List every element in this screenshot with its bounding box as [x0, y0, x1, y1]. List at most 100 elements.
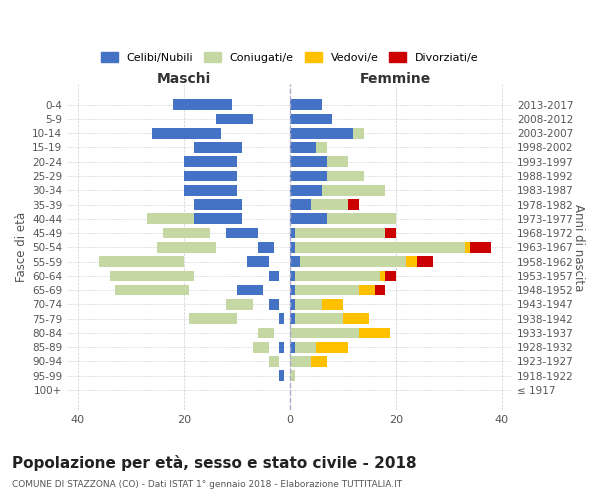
Bar	[184, 185, 211, 196]
Bar	[184, 185, 237, 196]
Bar	[353, 128, 364, 138]
Bar	[279, 370, 284, 381]
Bar	[269, 356, 279, 367]
Bar	[211, 199, 226, 210]
Bar	[179, 285, 184, 296]
Bar	[295, 270, 380, 281]
Bar	[189, 314, 237, 324]
Bar	[290, 256, 301, 267]
Bar	[380, 270, 385, 281]
Bar	[295, 342, 316, 352]
Bar	[295, 242, 464, 252]
Bar	[194, 199, 242, 210]
Bar	[464, 242, 470, 252]
Bar	[301, 256, 406, 267]
Bar	[290, 199, 311, 210]
Bar	[311, 356, 327, 367]
Bar	[290, 100, 322, 110]
Bar	[348, 199, 359, 210]
Bar	[258, 328, 274, 338]
Bar	[290, 328, 359, 338]
Bar	[258, 342, 263, 352]
Bar	[163, 256, 173, 267]
Bar	[290, 285, 295, 296]
Bar	[226, 299, 253, 310]
Bar	[194, 142, 242, 153]
Bar	[290, 242, 295, 252]
Bar	[184, 214, 189, 224]
Bar	[417, 256, 433, 267]
Bar	[253, 342, 269, 352]
Bar	[290, 156, 327, 167]
Bar	[184, 170, 237, 181]
Bar	[295, 228, 385, 238]
Bar	[295, 299, 322, 310]
Bar	[110, 270, 194, 281]
Bar	[184, 156, 237, 167]
Y-axis label: Fasce di età: Fasce di età	[15, 212, 28, 282]
Bar	[290, 185, 322, 196]
Bar	[194, 242, 205, 252]
Bar	[290, 114, 332, 124]
Bar	[290, 370, 295, 381]
Bar	[226, 228, 258, 238]
Bar	[269, 299, 279, 310]
Bar	[406, 256, 417, 267]
Bar	[322, 185, 385, 196]
Bar	[115, 285, 189, 296]
Bar	[327, 214, 396, 224]
Text: Femmine: Femmine	[360, 72, 431, 86]
Bar	[173, 100, 232, 110]
Bar	[290, 228, 295, 238]
Bar	[290, 342, 295, 352]
Bar	[200, 185, 205, 196]
Y-axis label: Anni di nascita: Anni di nascita	[572, 204, 585, 291]
Bar	[269, 270, 279, 281]
Bar	[295, 314, 343, 324]
Legend: Celibi/Nubili, Coniugati/e, Vedovi/e, Divorziati/e: Celibi/Nubili, Coniugati/e, Vedovi/e, Di…	[97, 48, 483, 68]
Bar	[215, 114, 253, 124]
Bar	[279, 342, 284, 352]
Bar	[374, 285, 385, 296]
Bar	[290, 356, 311, 367]
Bar	[359, 328, 391, 338]
Bar	[359, 285, 374, 296]
Text: Popolazione per età, sesso e stato civile - 2018: Popolazione per età, sesso e stato civil…	[12, 455, 416, 471]
Bar	[263, 328, 269, 338]
Bar	[290, 142, 316, 153]
Bar	[152, 128, 221, 138]
Bar	[327, 170, 364, 181]
Bar	[226, 314, 232, 324]
Bar	[290, 170, 327, 181]
Bar	[242, 299, 247, 310]
Bar	[147, 214, 194, 224]
Bar	[290, 299, 295, 310]
Bar	[316, 142, 327, 153]
Bar	[247, 256, 269, 267]
Bar	[279, 314, 284, 324]
Bar	[194, 214, 242, 224]
Bar	[290, 128, 353, 138]
Bar	[343, 314, 369, 324]
Bar	[157, 242, 215, 252]
Bar	[237, 285, 263, 296]
Bar	[290, 214, 327, 224]
Bar	[258, 242, 274, 252]
Bar	[316, 342, 348, 352]
Text: Maschi: Maschi	[157, 72, 211, 86]
Bar	[470, 242, 491, 252]
Bar	[385, 270, 396, 281]
Bar	[184, 270, 189, 281]
Bar	[163, 228, 211, 238]
Bar	[99, 256, 184, 267]
Bar	[290, 270, 295, 281]
Bar	[290, 314, 295, 324]
Bar	[295, 285, 359, 296]
Bar	[163, 285, 173, 296]
Text: COMUNE DI STAZZONA (CO) - Dati ISTAT 1° gennaio 2018 - Elaborazione TUTTITALIA.I: COMUNE DI STAZZONA (CO) - Dati ISTAT 1° …	[12, 480, 402, 489]
Bar	[269, 356, 274, 367]
Bar	[322, 299, 343, 310]
Bar	[327, 156, 348, 167]
Bar	[385, 228, 396, 238]
Bar	[311, 199, 348, 210]
